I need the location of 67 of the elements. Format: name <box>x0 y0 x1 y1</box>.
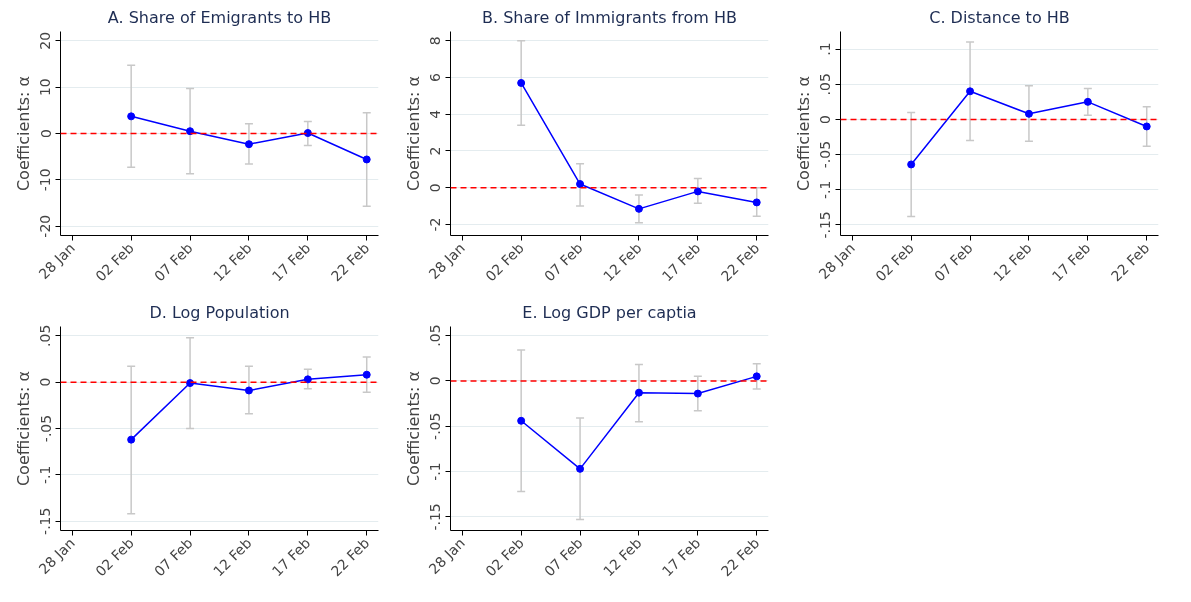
chart-title: D. Log Population <box>149 302 290 322</box>
x-tick-label: 17 Feb <box>658 534 704 580</box>
y-tick-label: -20 <box>37 214 54 238</box>
x-tick-label: 02 Feb <box>92 239 137 285</box>
y-tick-label: -.15 <box>37 507 54 535</box>
x-tick-label: 12 Feb <box>600 239 645 285</box>
x-tick-label: 28 Jan <box>815 239 858 283</box>
x-tick-label: 22 Feb <box>1107 239 1153 285</box>
y-tick-label: 0 <box>37 377 54 387</box>
y-tick-label: -.1 <box>427 462 444 481</box>
y-tick-label: -.1 <box>37 465 54 485</box>
x-tick-label: 17 Feb <box>1048 239 1094 285</box>
y-tick-label: -10 <box>37 168 54 192</box>
chart-title: B. Share of Immigrants from HB <box>482 7 737 27</box>
y-tick-label: 0 <box>37 129 54 138</box>
x-tick-label: 28 Jan <box>35 239 78 283</box>
x-tick-label: 28 Jan <box>425 534 468 578</box>
y-tick-label: -.05 <box>817 140 834 169</box>
x-tick-label: 07 Feb <box>931 239 976 285</box>
y-tick-label: .05 <box>817 73 834 96</box>
x-tick-label: 28 Jan <box>35 534 78 578</box>
y-tick-label: 0 <box>817 114 834 124</box>
y-tick-label: -.15 <box>427 503 444 531</box>
x-tick-label: 02 Feb <box>482 239 527 285</box>
y-tick-label: 0 <box>427 183 444 193</box>
y-tick-label: 20 <box>37 31 54 50</box>
y-tick-label: 8 <box>427 36 444 46</box>
x-tick-label: 17 Feb <box>268 239 314 285</box>
chart-title: A. Share of Emigrants to HB <box>107 7 332 27</box>
chart-title: C. Distance to HB <box>929 7 1070 27</box>
x-tick-label: 22 Feb <box>327 534 373 580</box>
y-axis-title: Coefficients: α <box>403 75 423 192</box>
x-tick-label: 07 Feb <box>541 534 586 580</box>
x-tick-label: 07 Feb <box>541 239 586 285</box>
y-tick-label: 0 <box>427 376 444 386</box>
y-tick-label: .05 <box>427 324 444 347</box>
y-axis-title: Coefficients: α <box>13 370 33 487</box>
y-axis-title: Coefficients: α <box>793 75 813 192</box>
x-tick-label: 02 Feb <box>92 534 137 580</box>
y-tick-label: .1 <box>817 42 834 56</box>
x-tick-label: 07 Feb <box>151 239 196 285</box>
y-tick-label: -2 <box>427 217 444 232</box>
x-tick-label: 02 Feb <box>482 534 527 580</box>
y-tick-label: -.05 <box>427 412 444 440</box>
x-tick-label: 17 Feb <box>268 534 314 580</box>
chart-title: E. Log GDP per captia <box>522 302 697 322</box>
x-tick-label: 22 Feb <box>717 534 763 580</box>
y-axis-title: Coefficients: α <box>403 370 423 487</box>
x-tick-label: 17 Feb <box>658 239 704 285</box>
x-tick-label: 22 Feb <box>717 239 763 285</box>
x-tick-label: 22 Feb <box>327 239 373 285</box>
y-tick-label: 10 <box>37 78 54 97</box>
y-tick-label: -.15 <box>817 211 834 239</box>
x-tick-label: 12 Feb <box>600 534 645 580</box>
y-tick-label: 6 <box>427 72 444 82</box>
y-tick-label: 2 <box>427 146 444 156</box>
x-tick-label: 12 Feb <box>210 239 255 285</box>
x-tick-label: 12 Feb <box>990 239 1035 285</box>
x-tick-label: 07 Feb <box>151 534 196 580</box>
y-tick-label: 4 <box>427 109 444 119</box>
y-tick-label: -.05 <box>37 414 54 443</box>
x-tick-label: 12 Feb <box>210 534 255 580</box>
x-tick-label: 02 Feb <box>872 239 917 285</box>
y-tick-label: .05 <box>37 324 54 347</box>
x-tick-label: 28 Jan <box>425 239 468 283</box>
y-tick-label: -.1 <box>817 180 834 199</box>
y-axis-title: Coefficients: α <box>13 75 33 192</box>
